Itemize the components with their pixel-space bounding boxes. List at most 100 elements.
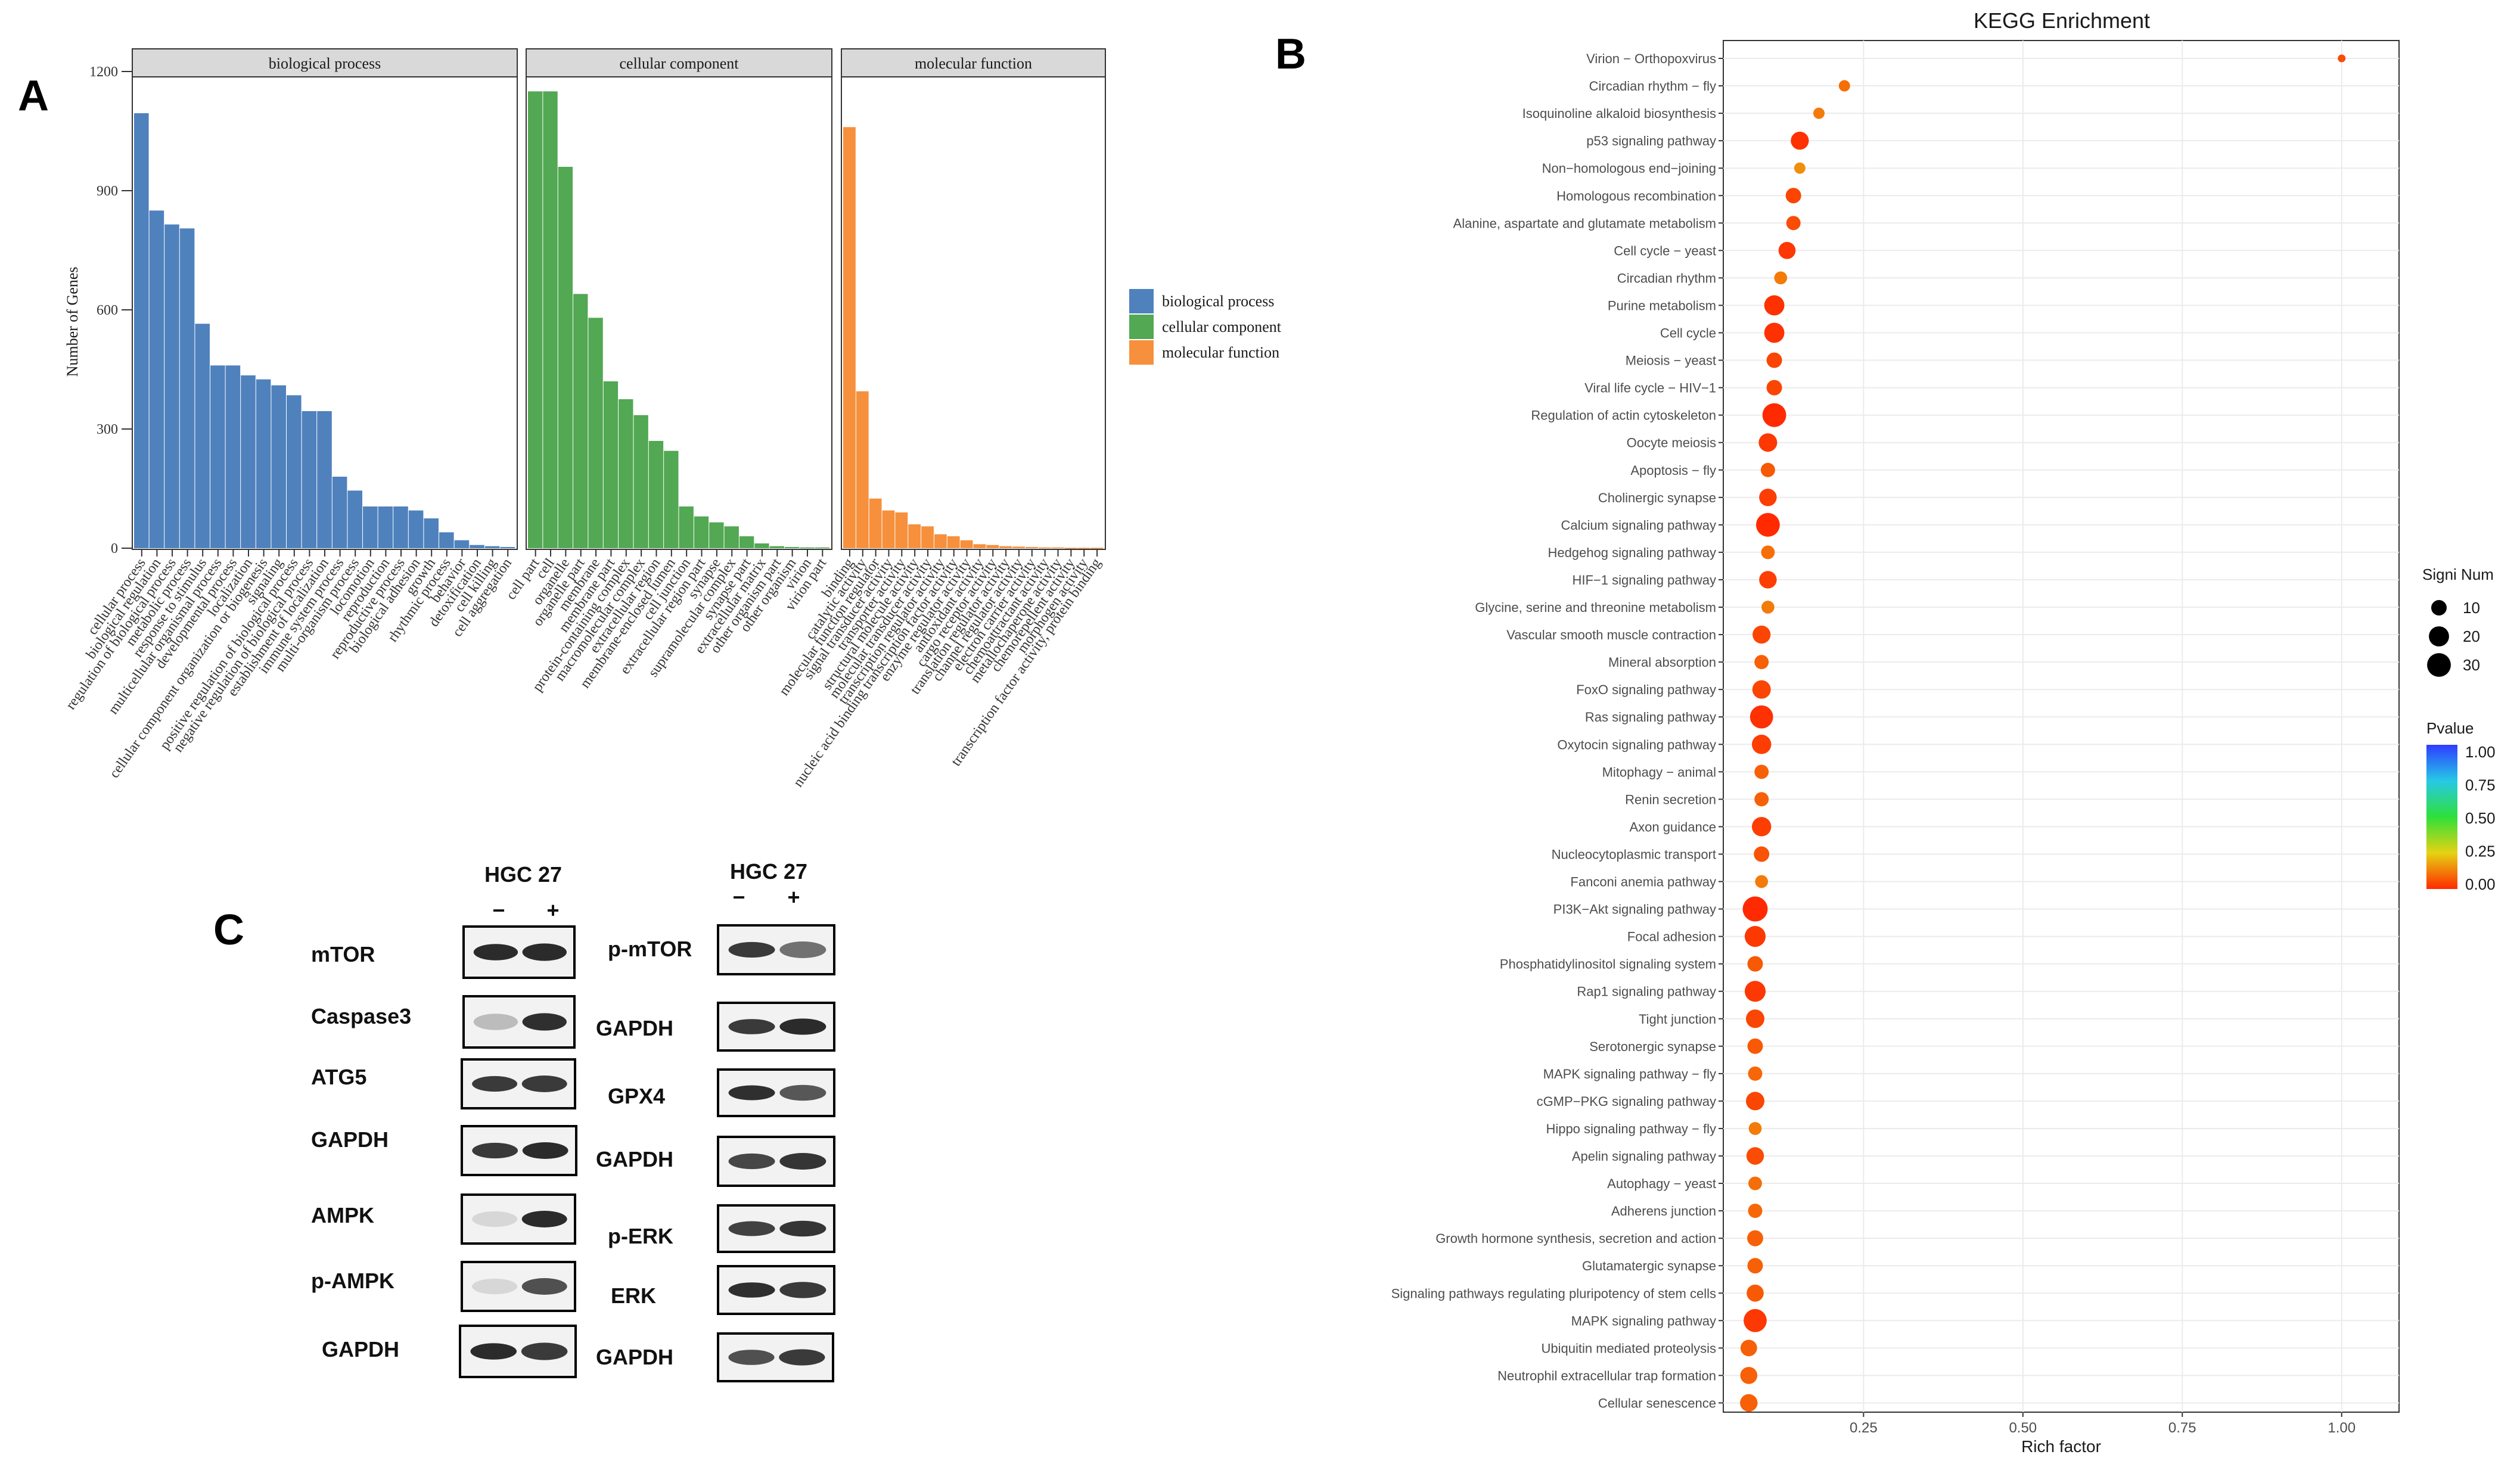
kegg-point-virion-orthopoxvirus <box>2338 54 2346 63</box>
go-bar <box>973 544 986 548</box>
go-bar <box>271 385 286 548</box>
wb-row-p-mtor: p-mTOR <box>608 924 835 975</box>
go-bar <box>588 318 603 548</box>
kegg-point-cell-cycle <box>1764 322 1785 343</box>
blot-band <box>522 943 567 961</box>
kegg-point-focal-adhesion <box>1744 926 1766 947</box>
go-bar <box>800 547 815 549</box>
go-bar <box>408 510 424 548</box>
wb-label-gpx4: GPX4 <box>608 1084 665 1108</box>
go-bar <box>603 381 619 548</box>
kegg-point-signaling-pathways-regulating-pluripotency-of-stem-cells <box>1747 1284 1764 1302</box>
kegg-x-axis: 0.25 0.50 0.75 1.00 <box>1850 1412 2356 1436</box>
wb-row-p-erk: p-ERK <box>608 1204 835 1253</box>
go-bar <box>739 536 754 548</box>
go-bar <box>960 540 973 548</box>
blot-band <box>472 1278 518 1295</box>
kegg-point-vascular-smooth-muscle-contraction <box>1752 625 1771 644</box>
go-bar <box>947 536 960 548</box>
go-bar <box>347 490 362 548</box>
go-bar <box>1038 547 1051 549</box>
go-y-ticks: 0 300 600 900 1200 <box>89 64 132 557</box>
blot-band <box>728 1153 775 1170</box>
kegg-point-hedgehog-signaling-pathway <box>1761 545 1775 560</box>
kegg-size-legend: Signi Num 10 20 30 <box>2422 565 2494 677</box>
wb-label-erk: ERK <box>611 1283 656 1308</box>
kegg-point-regulation-of-actin-cytoskeleton <box>1762 403 1786 427</box>
wb-row-gapdh: GAPDH <box>596 1002 835 1052</box>
blot-band <box>473 944 518 961</box>
blot-band <box>779 941 826 958</box>
kegg-point-phosphatidylinositol-signaling-system <box>1747 956 1763 972</box>
go-bar <box>378 506 393 548</box>
go-y-axis-label: Number of Genes <box>64 267 81 377</box>
facet-strip-label: biological process <box>269 55 381 72</box>
kegg-term-label: Adherens junction <box>1611 1204 1716 1219</box>
go-bar <box>694 516 709 548</box>
kegg-term-label: Glycine, serine and threonine metabolism <box>1475 600 1716 615</box>
kegg-point-adherens-junction <box>1748 1204 1763 1219</box>
blot-band <box>779 1153 826 1170</box>
color-legend-title: Pvalue <box>2426 719 2474 737</box>
kegg-point-axon-guidance <box>1751 817 1772 837</box>
kegg-term-label: Signaling pathways regulating pluripoten… <box>1391 1286 1716 1301</box>
kegg-term-label: Fanconi anemia pathway <box>1570 875 1716 890</box>
wb-right-header: HGC 27 <box>730 859 807 884</box>
kegg-point-isoquinoline-alkaloid-biosynthesis <box>1813 107 1825 119</box>
kegg-term-label: Hippo signaling pathway − fly <box>1546 1121 1716 1136</box>
blot-band <box>521 1278 567 1295</box>
wb-right-minus: − <box>732 885 745 909</box>
kegg-point-purine-metabolism <box>1764 295 1785 316</box>
kegg-term-label: Calcium signaling pathway <box>1561 518 1716 533</box>
kegg-term-label: Tight junction <box>1639 1012 1716 1027</box>
go-bar <box>869 498 882 548</box>
kegg-term-label: Serotonergic synapse <box>1589 1039 1716 1054</box>
go-legend-key-molecular-function <box>1129 340 1154 365</box>
kegg-plot-panel <box>1723 40 2400 1413</box>
go-bar <box>769 546 784 548</box>
go-legend-label: cellular component <box>1162 318 1282 335</box>
blot-band <box>470 1343 517 1360</box>
kegg-point-mapk-signaling-pathway-fly <box>1748 1066 1763 1081</box>
kegg-term-label: Focal adhesion <box>1627 930 1716 944</box>
wb-row-caspase3: Caspase3 <box>311 995 576 1049</box>
kegg-point-calcium-signaling-pathway <box>1755 512 1780 537</box>
kegg-term-label: PI3K−Akt signaling pathway <box>1553 902 1716 917</box>
go-bar <box>439 532 454 548</box>
blot-band <box>728 1282 775 1298</box>
blot-band <box>472 1211 518 1227</box>
wb-row-ampk: AMPK <box>311 1193 576 1245</box>
kegg-term-label: MAPK signaling pathway <box>1571 1313 1716 1328</box>
kegg-term-label: Cellular senescence <box>1598 1395 1716 1410</box>
go-bar <box>648 441 664 548</box>
wb-label-gapdh: GAPDH <box>596 1147 673 1171</box>
go-bar <box>882 510 895 548</box>
wb-label-atg5: ATG5 <box>311 1065 366 1089</box>
kegg-term-label: Cholinergic synapse <box>1598 490 1716 505</box>
facet-strip <box>526 48 832 77</box>
go-bar <box>784 547 800 548</box>
facet-strip <box>841 48 1106 77</box>
kegg-color-legend: Pvalue 1.00 0.75 0.50 0.25 0.00 <box>2426 719 2496 893</box>
kegg-point-ubiquitin-mediated-proteolysis <box>1740 1339 1757 1357</box>
blot-band <box>779 1349 825 1366</box>
go-bar <box>921 526 934 548</box>
wb-row-mtor: mTOR <box>311 925 576 979</box>
blot-band <box>728 1350 775 1365</box>
kegg-term-label: Mitophagy − animal <box>1602 764 1716 779</box>
blot-band <box>779 1084 826 1101</box>
kegg-term-label: Rap1 signaling pathway <box>1577 984 1716 999</box>
blot-band <box>473 1014 518 1030</box>
go-bar <box>500 547 515 548</box>
wb-row-gpx4: GPX4 <box>608 1068 835 1117</box>
kegg-point-viral-life-cycle-hiv-1 <box>1766 380 1782 396</box>
kegg-term-label: Circadian rhythm <box>1617 271 1716 285</box>
go-legend: biological process cellular component mole… <box>1129 289 1282 365</box>
kegg-term-label: Axon guidance <box>1629 819 1716 834</box>
go-bar <box>256 379 271 548</box>
wb-label-ampk: AMPK <box>311 1203 374 1227</box>
wb-label-gapdh: GAPDH <box>596 1345 673 1369</box>
go-bar <box>709 522 724 548</box>
facet-strip <box>132 48 518 77</box>
